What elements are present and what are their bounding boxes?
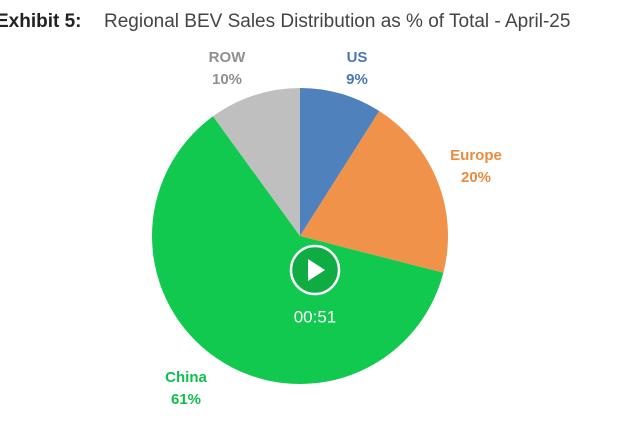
- value-label: 10%: [212, 71, 242, 88]
- slice: [300, 88, 380, 236]
- category-label: ROW: [209, 49, 247, 66]
- value-label: 20%: [461, 169, 491, 186]
- category-label: China: [165, 369, 207, 386]
- pie: [152, 88, 449, 385]
- value-label: 61%: [171, 391, 201, 408]
- value-label: 9%: [346, 71, 368, 88]
- slice: [152, 116, 444, 385]
- play-button[interactable]: [289, 244, 341, 296]
- video-time: 00:51: [294, 307, 337, 326]
- category-label: Europe: [450, 147, 502, 164]
- exhibit-label: Exhibit 5:: [0, 11, 82, 32]
- chart-title: Regional BEV Sales Distribution as % of …: [104, 11, 570, 32]
- category-label: US: [347, 49, 368, 66]
- play-icon[interactable]: [308, 259, 325, 281]
- slice: [300, 111, 449, 273]
- slice: [213, 88, 300, 236]
- labels: US 9% Europe 20% China 61% ROW 10%: [165, 49, 502, 408]
